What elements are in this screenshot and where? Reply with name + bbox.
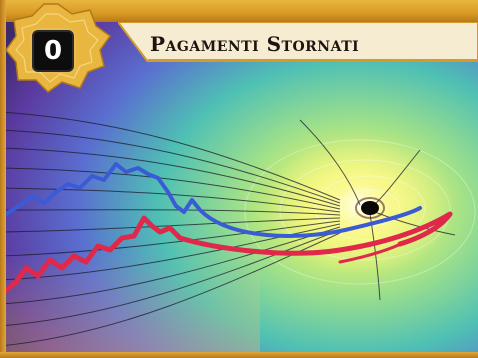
cost-value: 0 bbox=[43, 36, 63, 66]
card-frame-top bbox=[0, 0, 478, 22]
card-frame-bottom bbox=[0, 352, 478, 358]
card-frame-left bbox=[0, 0, 6, 358]
card-title: Pagamenti Stornati bbox=[150, 32, 360, 56]
cost-box: 0 bbox=[32, 30, 74, 72]
title-banner bbox=[118, 22, 478, 62]
